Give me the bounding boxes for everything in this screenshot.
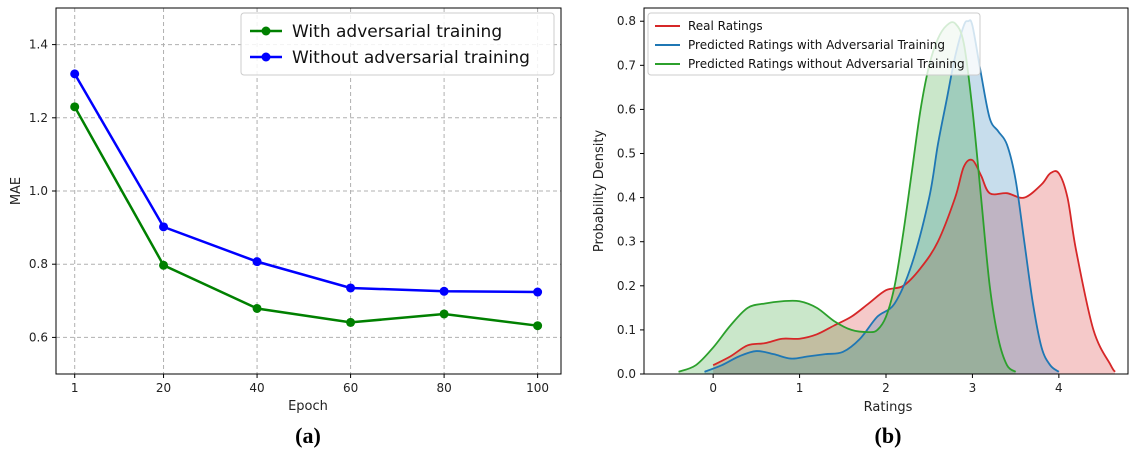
chart-a-ytick-label: 1.2 [29,111,48,125]
chart-b-ytick-label: 0.1 [617,323,636,337]
chart-b-ylabel: Probability Density [592,130,607,253]
chart-a-point-1 [70,69,80,79]
chart-a-point-0 [252,303,262,313]
chart-a-legend-box [240,12,555,76]
chart-b-ytick-label: 0.4 [617,191,636,205]
chart-a-y-ticks: 0.6 0.8 1.0 1.2 1.4 [29,38,56,344]
chart-a-ytick-label: 1.0 [29,184,48,198]
chart-a-mae-vs-epoch: 1 20 40 60 80 100 0.6 0.8 1.0 1.2 1.4 Epoch MAE W… [9,7,562,448]
chart-b-ytick-label: 0.5 [617,147,636,161]
chart-b-rating-density: 0 1 2 3 4 0.0 0.1 0.2 0.3 0.4 0.5 0.6 0.7 0.8 Rating… [592,7,1129,448]
chart-b-ytick-label: 0.7 [617,58,636,72]
chart-a-series [70,69,543,331]
chart-a-point-0 [70,102,80,112]
chart-b-xtick-label: 3 [969,381,977,395]
chart-b-ytick-label: 0.3 [617,235,636,249]
chart-b-series [678,19,1116,374]
legend-b-label-with: Predicted Ratings with Adversarial Train… [688,38,945,52]
legend-b-label-without: Predicted Ratings without Adversarial Tr… [688,57,965,71]
chart-a-ytick-label: 1.4 [29,38,48,52]
chart-a-series-line-1 [73,73,538,294]
chart-b-x-ticks: 0 1 2 3 4 [709,374,1063,395]
chart-b-xlabel: Ratings [864,400,913,415]
chart-b-legend: Real Ratings Predicted Ratings with Adve… [647,12,981,76]
panel-label-b: (b) [875,423,902,448]
chart-b-line-0 [712,158,1116,373]
chart-b-area-0 [713,159,1116,374]
chart-a-xlabel: Epoch [288,399,328,414]
chart-b-xtick-label: 0 [709,381,717,395]
chart-b-xtick-label: 1 [796,381,804,395]
chart-a-point-1 [346,283,356,293]
chart-a-xtick-label: 1 [71,381,79,395]
chart-a-point-1 [159,222,169,232]
panel-label-a: (a) [295,423,321,448]
chart-a-ytick-label: 0.8 [29,257,48,271]
chart-a-point-0 [533,321,543,331]
chart-b-ytick-label: 0.0 [617,367,636,381]
legend-a-marker-with [261,26,271,36]
legend-a-label-without: Without adversarial training [292,48,530,68]
chart-b-ytick-label: 0.6 [617,102,636,116]
chart-b-line-1 [704,19,1060,373]
chart-b-xtick-label: 2 [882,381,890,395]
chart-a-ytick-label: 0.6 [29,330,48,344]
legend-a-label-with: With adversarial training [292,22,502,42]
chart-a-xtick-label: 40 [249,381,264,395]
chart-a-xtick-label: 100 [526,381,549,395]
chart-a-xtick-label: 80 [436,381,451,395]
chart-a-point-1 [533,287,543,297]
chart-b-line-2 [678,21,1017,373]
chart-b-y-ticks: 0.0 0.1 0.2 0.3 0.4 0.5 0.6 0.7 0.8 [617,14,644,381]
chart-b-ytick-label: 0.2 [617,279,636,293]
chart-b-xtick-label: 4 [1055,381,1063,395]
chart-b-legend-box [647,12,981,76]
legend-b-label-real: Real Ratings [688,19,763,33]
chart-a-series-line-0 [73,106,538,327]
chart-a-point-1 [252,257,262,267]
chart-a-xtick-label: 60 [343,381,358,395]
chart-a-ylabel: MAE [9,177,24,205]
chart-b-area-1 [704,20,1059,374]
chart-a-point-1 [439,286,449,296]
chart-b-ytick-label: 0.8 [617,14,636,28]
chart-b-area-2 [678,22,1016,374]
chart-a-xtick-label: 20 [156,381,171,395]
chart-a-point-0 [159,260,169,270]
chart-a-point-0 [346,317,356,327]
chart-a-x-ticks: 1 20 40 60 80 100 [71,374,549,395]
chart-a-legend: With adversarial training Without advers… [240,12,555,76]
legend-a-marker-without [261,52,271,62]
chart-a-point-0 [439,309,449,319]
